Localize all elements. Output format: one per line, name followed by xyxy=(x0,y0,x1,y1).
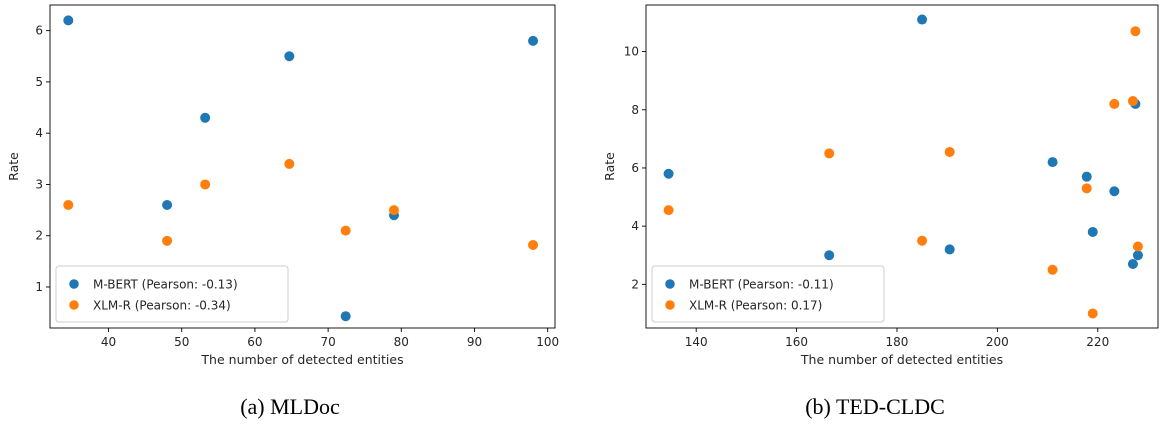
y-tick-label: 5 xyxy=(35,75,43,89)
x-axis-label: The number of detected entities xyxy=(800,352,1003,367)
y-tick-label: 8 xyxy=(631,103,639,117)
data-point xyxy=(1130,26,1141,37)
mldoc-figure: 40 50 60 70 80 90 100 1 2 3 4 5 6 The number of detec… xyxy=(0,0,580,390)
y-tick-label: 3 xyxy=(35,177,43,191)
y-tick-label: 6 xyxy=(631,161,639,175)
data-point xyxy=(340,225,351,236)
x-tick-label: 70 xyxy=(320,335,335,349)
x-tick-label: 100 xyxy=(536,335,559,349)
data-point xyxy=(1132,241,1143,252)
x-tick-label: 80 xyxy=(394,335,409,349)
data-point xyxy=(284,51,295,62)
x-axis-label: The number of detected entities xyxy=(200,352,403,367)
data-point xyxy=(1087,308,1098,319)
legend-label: M-BERT (Pearson: -0.11) xyxy=(689,278,834,292)
data-point xyxy=(63,199,74,210)
data-point xyxy=(1087,226,1098,237)
data-point xyxy=(663,205,674,216)
legend: M-BERT (Pearson: -0.13) XLM-R (Pearson: -… xyxy=(55,265,289,323)
legend-marker xyxy=(69,300,79,310)
series-mbert-points xyxy=(663,14,1143,269)
data-point xyxy=(162,235,173,246)
x-tick-label: 40 xyxy=(101,335,116,349)
x-tick-label: 50 xyxy=(174,335,189,349)
y-tick-label: 2 xyxy=(631,277,639,291)
ted-cldc-caption: (b) TED-CLDC xyxy=(805,394,945,419)
data-point xyxy=(528,35,539,46)
data-point xyxy=(162,199,173,210)
plot-area-frame xyxy=(645,4,1159,329)
x-tick-label: 90 xyxy=(467,335,482,349)
data-point xyxy=(200,112,211,123)
plot-area-frame xyxy=(49,4,556,329)
legend-box xyxy=(651,265,885,323)
data-point xyxy=(663,168,674,179)
data-point xyxy=(1127,96,1138,107)
legend-box xyxy=(55,265,289,323)
data-point xyxy=(917,235,928,246)
data-point xyxy=(944,244,955,255)
y-tick-label: 6 xyxy=(35,24,43,38)
data-point xyxy=(1127,258,1138,269)
legend-marker xyxy=(69,279,79,289)
legend-label: XLM-R (Pearson: -0.34) xyxy=(93,299,231,313)
x-tick-label: 180 xyxy=(886,335,909,349)
x-tick-label: 140 xyxy=(685,335,708,349)
data-point xyxy=(1109,186,1120,197)
y-tick-label: 4 xyxy=(35,126,43,140)
data-point xyxy=(63,15,74,26)
data-point xyxy=(388,205,399,216)
legend-marker xyxy=(665,279,675,289)
legend: M-BERT (Pearson: -0.11) XLM-R (Pearson: 0… xyxy=(651,265,885,323)
data-point xyxy=(284,158,295,169)
y-axis-label: Rate xyxy=(602,152,617,181)
y-tick-label: 4 xyxy=(631,219,639,233)
legend-label: XLM-R (Pearson: 0.17) xyxy=(689,299,822,313)
ted-cldc-scatter-plot: 140 160 180 200 220 2 4 6 8 10 The number of detec… xyxy=(602,4,1159,367)
data-point xyxy=(1081,171,1092,182)
x-tick-label: 200 xyxy=(986,335,1009,349)
y-tick-label: 2 xyxy=(35,229,43,243)
legend-label: M-BERT (Pearson: -0.13) xyxy=(93,278,238,292)
data-point xyxy=(340,311,351,322)
data-point xyxy=(1081,183,1092,194)
mldoc-scatter-plot: 40 50 60 70 80 90 100 1 2 3 4 5 6 The number of detec… xyxy=(6,4,559,367)
series-xlmr-points xyxy=(63,158,539,250)
data-point xyxy=(1132,250,1143,261)
x-tick-label: 160 xyxy=(785,335,808,349)
y-tick-label: 10 xyxy=(624,45,639,59)
data-point xyxy=(944,146,955,157)
x-tick-label: 220 xyxy=(1086,335,1109,349)
data-point xyxy=(1109,98,1120,109)
series-xlmr-points xyxy=(663,26,1143,319)
data-point xyxy=(200,179,211,190)
data-point xyxy=(1047,264,1058,275)
y-axis-label: Rate xyxy=(6,152,21,181)
mldoc-caption: (a) MLDoc xyxy=(240,394,340,419)
data-point xyxy=(824,250,835,261)
ted-cldc-figure: 140 160 180 200 220 2 4 6 8 10 The number of detec… xyxy=(585,0,1165,390)
x-tick-label: 60 xyxy=(247,335,262,349)
data-point xyxy=(1047,157,1058,168)
legend-marker xyxy=(665,300,675,310)
data-point xyxy=(528,239,539,250)
y-tick-label: 1 xyxy=(35,280,43,294)
data-point xyxy=(824,148,835,159)
data-point xyxy=(917,14,928,25)
